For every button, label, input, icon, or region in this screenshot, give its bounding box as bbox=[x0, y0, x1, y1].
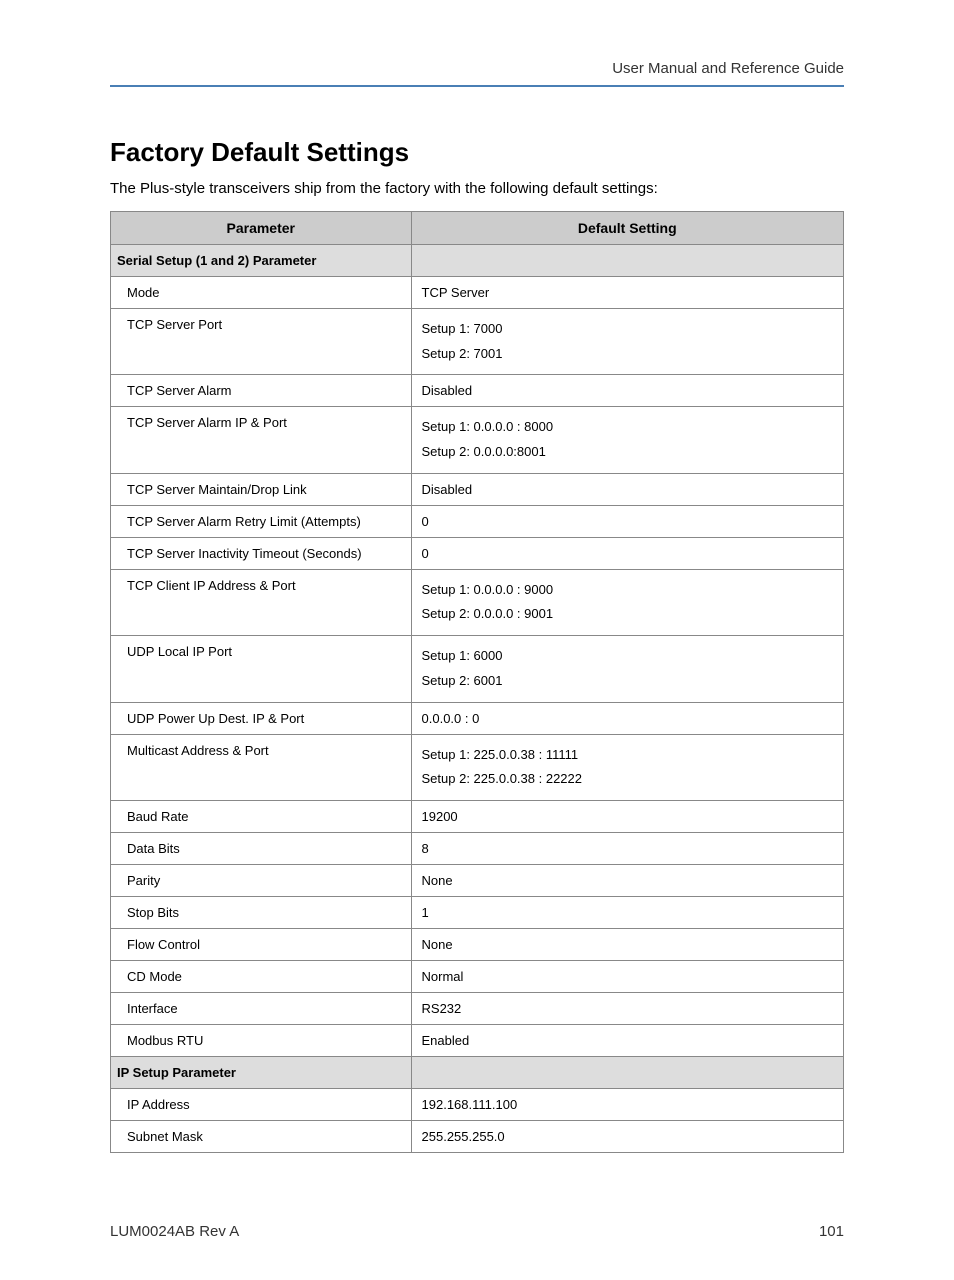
value-line: Setup 1: 0.0.0.0 : 8000 bbox=[422, 415, 833, 440]
table-row: InterfaceRS232 bbox=[111, 992, 844, 1024]
value-cell: 0 bbox=[411, 505, 843, 537]
section-title-cell: Serial Setup (1 and 2) Parameter bbox=[111, 245, 412, 277]
parameter-cell: Modbus RTU bbox=[111, 1024, 412, 1056]
table-row: TCP Server Alarm Retry Limit (Attempts)0 bbox=[111, 505, 844, 537]
parameter-cell: Stop Bits bbox=[111, 896, 412, 928]
parameter-cell: Multicast Address & Port bbox=[111, 734, 412, 800]
table-row: TCP Client IP Address & PortSetup 1: 0.0… bbox=[111, 569, 844, 635]
value-cell: None bbox=[411, 928, 843, 960]
table-row: Modbus RTUEnabled bbox=[111, 1024, 844, 1056]
parameter-cell: Data Bits bbox=[111, 832, 412, 864]
parameter-cell: TCP Server Alarm IP & Port bbox=[111, 407, 412, 473]
footer-page-number: 101 bbox=[819, 1223, 844, 1240]
parameter-cell: Flow Control bbox=[111, 928, 412, 960]
parameter-cell: TCP Client IP Address & Port bbox=[111, 569, 412, 635]
table-row: Multicast Address & PortSetup 1: 225.0.0… bbox=[111, 734, 844, 800]
page-title: Factory Default Settings bbox=[110, 137, 844, 168]
value-line: Setup 2: 7001 bbox=[422, 342, 833, 367]
col-header-parameter: Parameter bbox=[111, 212, 412, 245]
value-cell: 255.255.255.0 bbox=[411, 1120, 843, 1152]
section-empty-cell bbox=[411, 245, 843, 277]
parameter-cell: TCP Server Maintain/Drop Link bbox=[111, 473, 412, 505]
value-cell: Setup 1: 7000Setup 2: 7001 bbox=[411, 309, 843, 375]
value-line: Setup 1: 7000 bbox=[422, 317, 833, 342]
value-line: Setup 2: 0.0.0.0 : 9001 bbox=[422, 602, 833, 627]
value-line: Setup 1: 225.0.0.38 : 11111 bbox=[422, 743, 833, 768]
value-cell: 1 bbox=[411, 896, 843, 928]
table-row: UDP Power Up Dest. IP & Port0.0.0.0 : 0 bbox=[111, 702, 844, 734]
parameter-cell: Subnet Mask bbox=[111, 1120, 412, 1152]
value-cell: 19200 bbox=[411, 800, 843, 832]
parameter-cell: UDP Local IP Port bbox=[111, 636, 412, 702]
parameter-cell: Baud Rate bbox=[111, 800, 412, 832]
value-cell: 0.0.0.0 : 0 bbox=[411, 702, 843, 734]
col-header-default: Default Setting bbox=[411, 212, 843, 245]
value-cell: RS232 bbox=[411, 992, 843, 1024]
value-cell: Setup 1: 6000Setup 2: 6001 bbox=[411, 636, 843, 702]
parameter-cell: TCP Server Inactivity Timeout (Seconds) bbox=[111, 537, 412, 569]
page-header: User Manual and Reference Guide bbox=[110, 60, 844, 87]
value-line: Setup 1: 6000 bbox=[422, 644, 833, 669]
section-title-cell: IP Setup Parameter bbox=[111, 1056, 412, 1088]
value-cell: None bbox=[411, 864, 843, 896]
table-header-row: Parameter Default Setting bbox=[111, 212, 844, 245]
value-cell: 8 bbox=[411, 832, 843, 864]
table-row: CD ModeNormal bbox=[111, 960, 844, 992]
value-line: Setup 2: 225.0.0.38 : 22222 bbox=[422, 767, 833, 792]
parameter-cell: TCP Server Port bbox=[111, 309, 412, 375]
parameter-cell: Interface bbox=[111, 992, 412, 1024]
value-cell: 0 bbox=[411, 537, 843, 569]
header-title: User Manual and Reference Guide bbox=[612, 60, 844, 77]
value-cell: Disabled bbox=[411, 473, 843, 505]
table-row: Data Bits8 bbox=[111, 832, 844, 864]
table-row: TCP Server AlarmDisabled bbox=[111, 375, 844, 407]
value-cell: 192.168.111.100 bbox=[411, 1088, 843, 1120]
parameter-cell: UDP Power Up Dest. IP & Port bbox=[111, 702, 412, 734]
value-line: Setup 2: 6001 bbox=[422, 669, 833, 694]
parameter-cell: CD Mode bbox=[111, 960, 412, 992]
table-row: IP Address192.168.111.100 bbox=[111, 1088, 844, 1120]
table-row: Flow ControlNone bbox=[111, 928, 844, 960]
section-empty-cell bbox=[411, 1056, 843, 1088]
table-row: Baud Rate19200 bbox=[111, 800, 844, 832]
parameter-cell: Parity bbox=[111, 864, 412, 896]
table-row: TCP Server PortSetup 1: 7000Setup 2: 700… bbox=[111, 309, 844, 375]
settings-table: Parameter Default Setting Serial Setup (… bbox=[110, 211, 844, 1153]
value-cell: Setup 1: 225.0.0.38 : 11111Setup 2: 225.… bbox=[411, 734, 843, 800]
value-cell: Setup 1: 0.0.0.0 : 8000Setup 2: 0.0.0.0:… bbox=[411, 407, 843, 473]
value-line: Setup 2: 0.0.0.0:8001 bbox=[422, 440, 833, 465]
value-cell: Normal bbox=[411, 960, 843, 992]
parameter-cell: Mode bbox=[111, 277, 412, 309]
value-cell: Enabled bbox=[411, 1024, 843, 1056]
section-header-row: IP Setup Parameter bbox=[111, 1056, 844, 1088]
footer-doc-id: LUM0024AB Rev A bbox=[110, 1223, 239, 1240]
parameter-cell: IP Address bbox=[111, 1088, 412, 1120]
parameter-cell: TCP Server Alarm Retry Limit (Attempts) bbox=[111, 505, 412, 537]
table-row: Subnet Mask255.255.255.0 bbox=[111, 1120, 844, 1152]
table-row: TCP Server Inactivity Timeout (Seconds)0 bbox=[111, 537, 844, 569]
section-header-row: Serial Setup (1 and 2) Parameter bbox=[111, 245, 844, 277]
table-row: Stop Bits1 bbox=[111, 896, 844, 928]
value-cell: Setup 1: 0.0.0.0 : 9000Setup 2: 0.0.0.0 … bbox=[411, 569, 843, 635]
parameter-cell: TCP Server Alarm bbox=[111, 375, 412, 407]
intro-text: The Plus-style transceivers ship from th… bbox=[110, 180, 844, 197]
value-line: Setup 1: 0.0.0.0 : 9000 bbox=[422, 578, 833, 603]
page-footer: LUM0024AB Rev A 101 bbox=[110, 1223, 844, 1240]
value-cell: TCP Server bbox=[411, 277, 843, 309]
table-row: UDP Local IP PortSetup 1: 6000Setup 2: 6… bbox=[111, 636, 844, 702]
table-row: ParityNone bbox=[111, 864, 844, 896]
value-cell: Disabled bbox=[411, 375, 843, 407]
table-row: ModeTCP Server bbox=[111, 277, 844, 309]
table-row: TCP Server Alarm IP & PortSetup 1: 0.0.0… bbox=[111, 407, 844, 473]
table-row: TCP Server Maintain/Drop LinkDisabled bbox=[111, 473, 844, 505]
